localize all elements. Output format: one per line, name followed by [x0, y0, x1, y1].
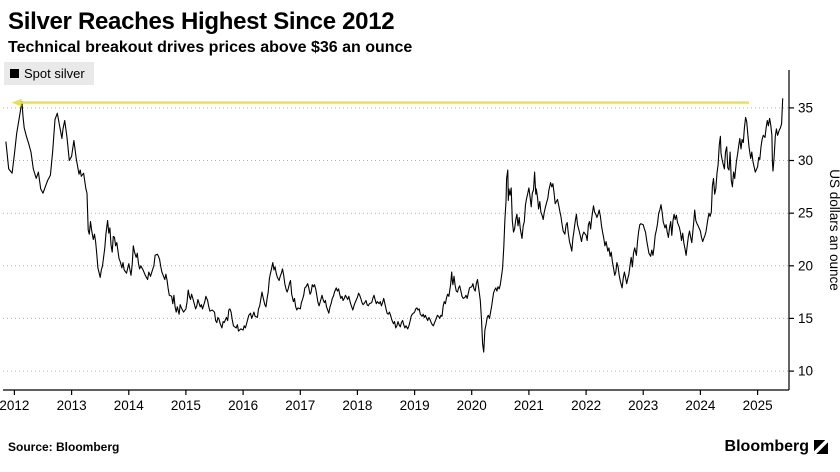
x-tick-label: 2024 [685, 398, 716, 413]
bloomberg-logo-icon [814, 439, 828, 454]
x-tick-label: 2025 [743, 398, 773, 413]
chart-area: Spot silver 10 15 20 25 30 35 2012 2013 2014 2015… [0, 60, 840, 434]
x-tick-label: 2015 [171, 398, 201, 413]
y-tick-label: 15 [798, 310, 813, 325]
x-tick-label: 2012 [0, 398, 29, 413]
y-tick-label: 20 [798, 258, 813, 273]
spot-silver-line [5, 97, 784, 353]
y-tick-label: 35 [798, 100, 813, 115]
chart-subtitle: Technical breakout drives prices above $… [8, 38, 413, 56]
x-tick-label: 2021 [514, 398, 544, 413]
x-tick-label: 2022 [571, 398, 601, 413]
y-tick-label: 25 [798, 205, 813, 220]
annotation-arrow-head-icon [11, 98, 22, 107]
legend-label: Spot silver [24, 65, 85, 81]
x-tick-label: 2020 [457, 398, 487, 413]
y-axis-title: US dollars an ounce [827, 169, 840, 291]
x-tick-label: 2018 [342, 398, 372, 413]
bloomberg-wordmark: Bloomberg [724, 437, 809, 455]
source-label: Source: Bloomberg [8, 439, 120, 454]
legend: Spot silver [4, 61, 94, 85]
y-tick-label: 30 [798, 153, 813, 168]
x-tick-label: 2017 [285, 398, 315, 413]
chart-header: Silver Reaches Highest Since 2012 Techni… [0, 6, 840, 57]
chart-footer: Source: Bloomberg Bloomberg [0, 434, 840, 456]
x-tick-label: 2014 [114, 398, 145, 413]
bloomberg-logo: Bloomberg [725, 438, 828, 456]
chart-title: Silver Reaches Highest Since 2012 [8, 8, 395, 35]
x-tick-label: 2016 [228, 398, 258, 413]
y-tick-label: 10 [798, 363, 813, 378]
x-tick-label: 2023 [628, 398, 658, 413]
x-tick-label: 2019 [400, 398, 430, 413]
x-tick-label: 2013 [57, 398, 87, 413]
legend-marker-icon [10, 68, 19, 78]
